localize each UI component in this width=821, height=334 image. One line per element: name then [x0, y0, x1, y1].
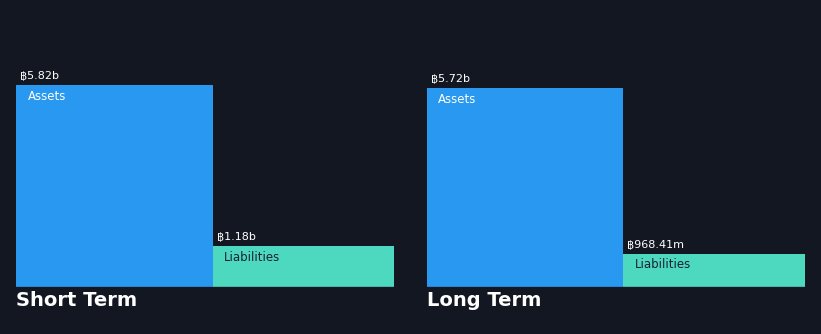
Bar — [213, 246, 394, 287]
Text: ฿5.82b: ฿5.82b — [21, 71, 59, 81]
Text: ฿1.18b: ฿1.18b — [217, 232, 255, 242]
Text: ฿968.41m: ฿968.41m — [627, 240, 684, 250]
Text: Liabilities: Liabilities — [635, 259, 691, 272]
Text: ฿5.72b: ฿5.72b — [431, 74, 470, 85]
Text: Liabilities: Liabilities — [224, 251, 281, 264]
Bar — [16, 85, 213, 287]
Text: Short Term: Short Term — [16, 291, 138, 310]
Text: Long Term: Long Term — [427, 291, 541, 310]
Bar — [623, 254, 805, 287]
Bar — [427, 88, 623, 287]
Text: Assets: Assets — [438, 93, 477, 106]
Text: Assets: Assets — [28, 90, 67, 103]
